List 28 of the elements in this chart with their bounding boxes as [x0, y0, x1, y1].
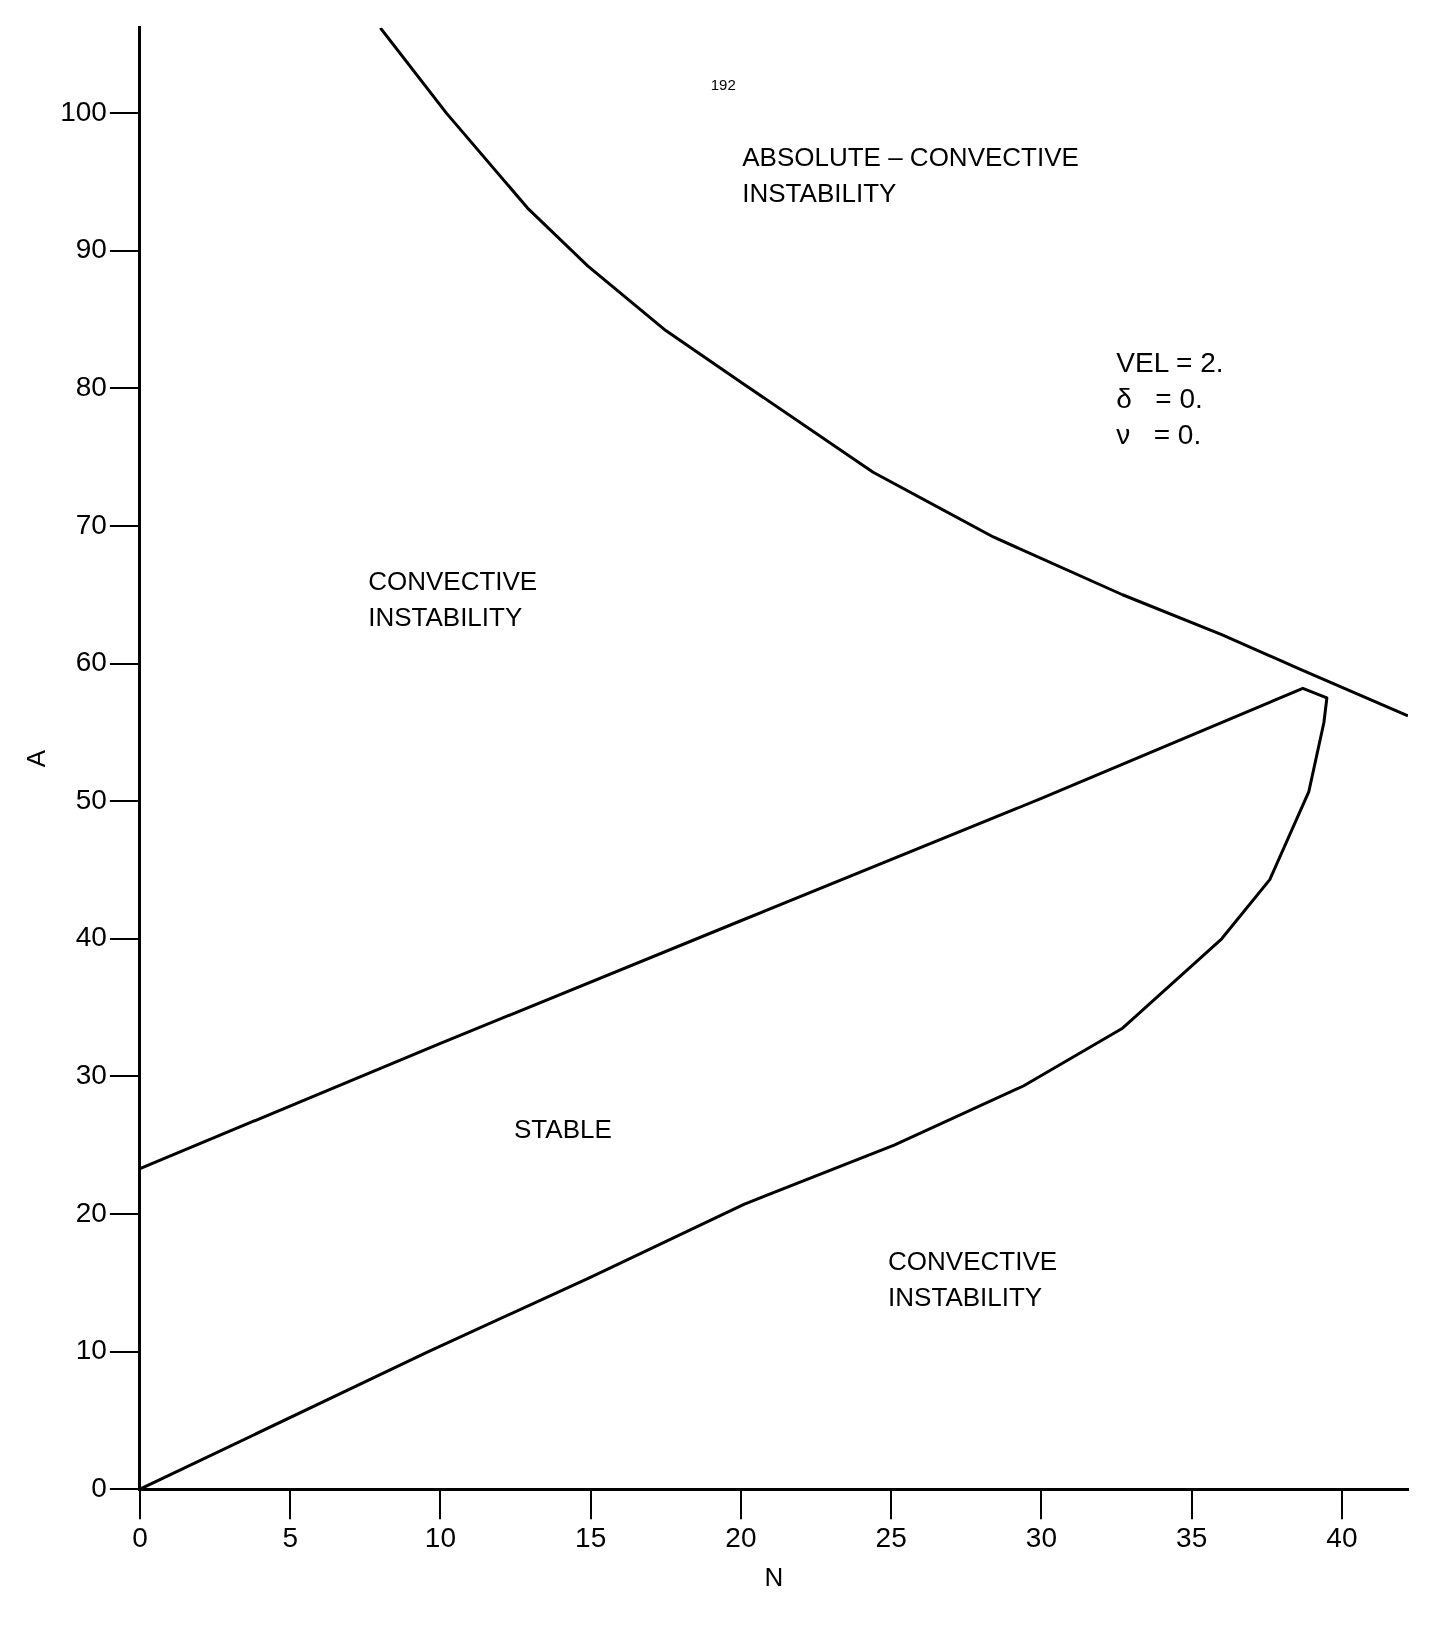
x-tick-label: 0 — [132, 1521, 148, 1553]
x-tick-label: 15 — [575, 1521, 607, 1553]
annotation: CONVECTIVE INSTABILITY — [368, 566, 538, 633]
y-tick-label: 70 — [75, 508, 107, 540]
y-tick-label: 90 — [75, 233, 107, 265]
annotation: 192 — [710, 76, 736, 94]
x-tick-label: 25 — [875, 1521, 907, 1553]
annotation: ABSOLUTE – CONVECTIVE INSTABILITY — [742, 142, 1079, 209]
x-tick-label: 5 — [282, 1521, 298, 1553]
x-axis-title: N — [764, 1561, 784, 1592]
y-tick-label: 20 — [75, 1196, 107, 1228]
y-tick-label: 100 — [60, 95, 107, 127]
y-tick-label: 80 — [75, 371, 107, 403]
x-tick-label: 35 — [1176, 1521, 1208, 1553]
annotation: CONVECTIVE INSTABILITY — [888, 1245, 1058, 1312]
x-tick-label: 20 — [725, 1521, 757, 1553]
y-tick-label: 0 — [91, 1471, 107, 1503]
y-tick-label: 10 — [75, 1334, 107, 1366]
y-tick-label: 50 — [75, 783, 107, 815]
x-tick-label: 40 — [1326, 1521, 1358, 1553]
annotation: VEL = 2. δ = 0. ν = 0. — [1116, 346, 1224, 450]
y-tick-label: 40 — [75, 921, 107, 953]
y-tick-label: 60 — [75, 646, 107, 678]
x-tick-label: 30 — [1025, 1521, 1057, 1553]
annotation: STABLE — [514, 1114, 612, 1145]
y-tick-label: 30 — [75, 1059, 107, 1091]
y-axis-title: A — [20, 749, 51, 768]
x-tick-label: 10 — [424, 1521, 456, 1553]
